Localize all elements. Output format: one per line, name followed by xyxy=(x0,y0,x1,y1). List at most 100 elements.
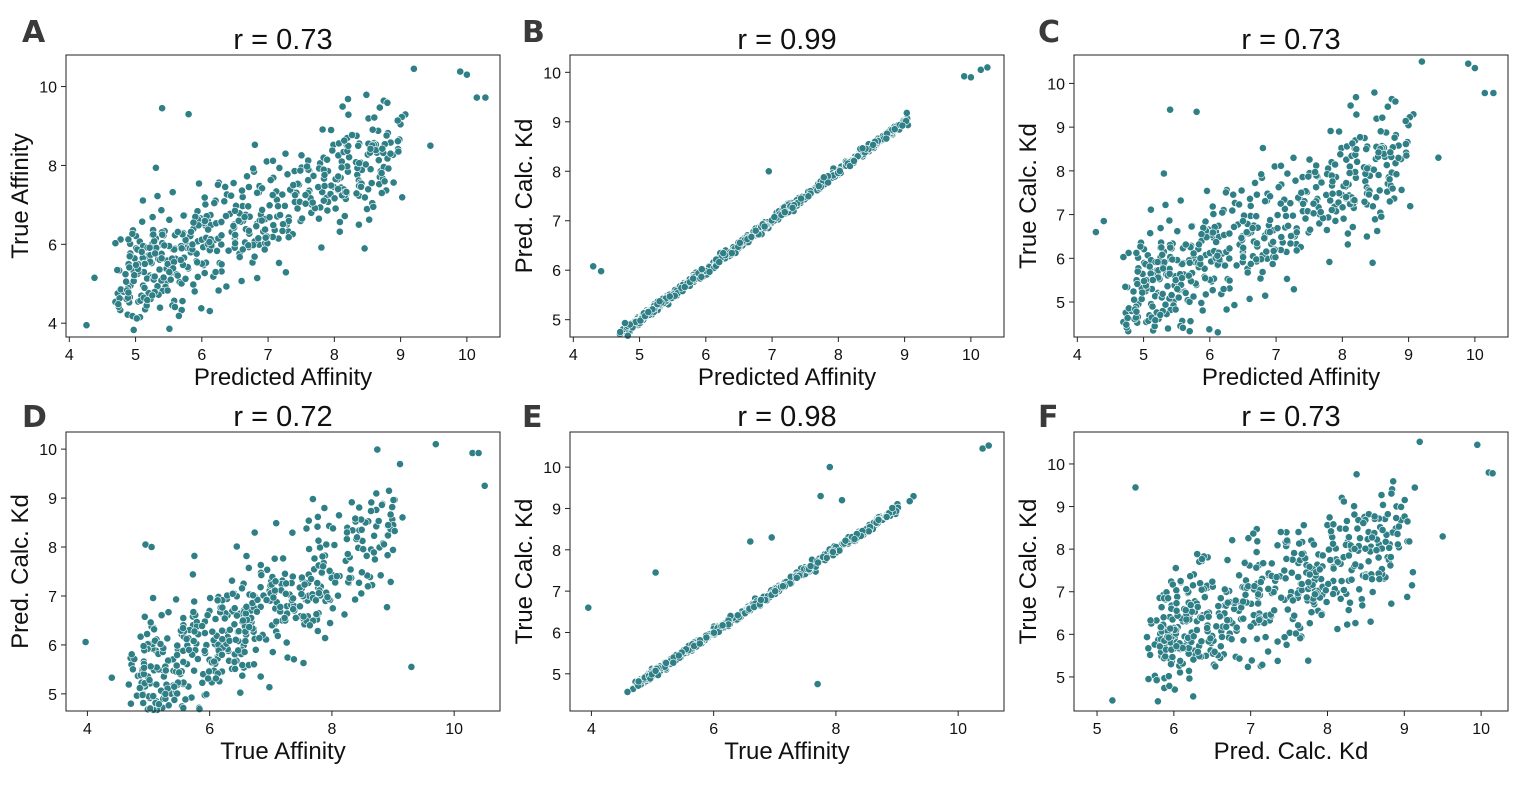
data-point xyxy=(252,607,261,616)
data-point xyxy=(1282,640,1291,649)
data-point xyxy=(313,579,322,587)
data-point xyxy=(386,149,395,158)
data-point xyxy=(1292,246,1301,255)
x-axis-label: Predicted Affinity xyxy=(194,364,372,391)
data-point xyxy=(1473,440,1482,449)
data-point xyxy=(1284,221,1292,230)
data-point xyxy=(1232,623,1241,632)
data-point xyxy=(1386,148,1395,157)
data-point xyxy=(1133,279,1142,288)
data-point xyxy=(383,603,391,612)
data-point xyxy=(149,692,158,700)
x-tick-label: 4 xyxy=(569,347,578,364)
data-point xyxy=(702,633,711,642)
data-point xyxy=(150,625,158,634)
data-point xyxy=(280,201,289,210)
data-point xyxy=(1240,559,1249,567)
data-point xyxy=(244,202,253,211)
data-point xyxy=(301,199,310,208)
data-point xyxy=(245,623,254,631)
plot-frame xyxy=(569,54,1005,338)
data-point xyxy=(1340,497,1348,506)
data-point xyxy=(189,280,198,289)
data-point xyxy=(345,574,354,582)
data-point xyxy=(1286,199,1295,208)
y-tick-label: 8 xyxy=(552,543,561,560)
data-point xyxy=(1178,274,1186,282)
data-point xyxy=(204,674,212,683)
data-point xyxy=(813,680,822,688)
data-point xyxy=(1290,549,1298,557)
data-point xyxy=(1315,565,1324,574)
data-point xyxy=(1165,216,1174,225)
data-point xyxy=(330,194,339,203)
data-point xyxy=(1374,553,1383,562)
data-point xyxy=(1333,558,1342,567)
data-point xyxy=(146,704,155,713)
data-point xyxy=(135,684,144,692)
data-point xyxy=(1402,140,1410,148)
data-point xyxy=(1342,179,1351,187)
data-point xyxy=(323,206,332,215)
data-point xyxy=(1181,240,1190,249)
data-point xyxy=(1158,250,1167,259)
data-point xyxy=(751,226,760,235)
data-point xyxy=(331,204,340,213)
data-point xyxy=(1245,294,1254,303)
y-tick-label: 8 xyxy=(48,540,57,557)
data-point xyxy=(1408,581,1416,590)
data-point xyxy=(1219,285,1228,293)
y-axis-label: Pred. Calc. Kd xyxy=(7,494,34,649)
data-point xyxy=(1197,585,1206,594)
data-point xyxy=(1146,229,1155,238)
data-point xyxy=(1350,196,1359,205)
data-point xyxy=(1198,555,1206,563)
data-point xyxy=(1356,534,1364,543)
data-point xyxy=(330,541,339,549)
data-point xyxy=(205,238,214,246)
x-tick-label: 4 xyxy=(587,721,596,738)
data-point xyxy=(271,577,280,586)
data-point xyxy=(1252,212,1261,221)
data-point xyxy=(1193,603,1202,611)
data-point xyxy=(1247,656,1256,665)
data-point xyxy=(289,181,298,189)
data-point xyxy=(225,625,234,634)
data-point xyxy=(225,636,234,645)
data-point xyxy=(651,666,660,675)
data-point xyxy=(869,140,877,149)
data-point xyxy=(329,524,337,533)
data-point xyxy=(623,331,632,340)
data-point xyxy=(335,227,344,236)
data-point xyxy=(201,200,210,209)
data-point xyxy=(1262,247,1271,256)
data-point xyxy=(236,688,245,697)
y-tick-label: 5 xyxy=(1056,295,1065,312)
data-point xyxy=(1173,227,1182,236)
data-point xyxy=(360,193,369,202)
data-point xyxy=(1282,555,1291,563)
data-point xyxy=(269,593,278,602)
data-point xyxy=(256,672,265,681)
data-point xyxy=(326,619,334,627)
data-point xyxy=(269,221,278,230)
data-point xyxy=(143,630,151,638)
data-point xyxy=(298,214,306,223)
data-point xyxy=(1256,274,1265,283)
data-point xyxy=(222,282,231,291)
data-point xyxy=(312,610,321,619)
data-point xyxy=(1160,169,1168,178)
data-point xyxy=(1167,291,1176,299)
data-point xyxy=(81,638,90,646)
data-point xyxy=(1370,512,1379,521)
y-tick-label: 4 xyxy=(48,316,57,333)
data-point xyxy=(1294,621,1302,630)
data-point xyxy=(1239,253,1247,262)
data-point xyxy=(380,177,389,186)
data-point xyxy=(1309,209,1318,218)
data-point xyxy=(370,555,379,564)
data-point xyxy=(1178,260,1187,268)
data-point xyxy=(347,498,356,507)
data-point xyxy=(846,162,854,170)
data-point xyxy=(1306,225,1314,234)
